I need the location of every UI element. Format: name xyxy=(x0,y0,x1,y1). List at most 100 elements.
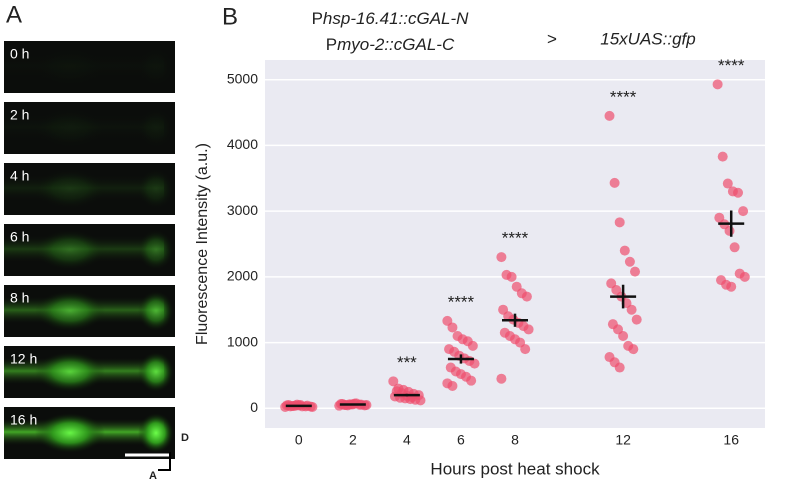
data-point xyxy=(406,392,417,403)
axis-letter: A xyxy=(149,470,157,482)
data-point xyxy=(496,373,507,384)
timepoint-label: 0 h xyxy=(10,46,29,62)
x-tick-label: 2 xyxy=(349,432,357,448)
reporter: 15xUAS::gfp xyxy=(600,29,695,48)
data-point xyxy=(388,376,399,387)
pharynx-glow xyxy=(35,108,105,148)
bulb-glow xyxy=(138,413,174,453)
panel-label: A xyxy=(6,1,22,28)
bulb-glow xyxy=(138,230,174,270)
x-axis-label: Hours post heat shock xyxy=(430,459,600,478)
data-point xyxy=(724,225,735,236)
data-point xyxy=(626,304,637,315)
x-tick-label: 4 xyxy=(403,432,411,448)
pharynx-glow xyxy=(35,169,105,209)
data-point xyxy=(496,252,507,263)
y-axis-label: Fluorescence Intensity (a.u.) xyxy=(194,143,211,345)
data-point xyxy=(521,291,532,302)
timepoint-label: 4 h xyxy=(10,168,29,184)
micrograph: 0 h xyxy=(4,41,175,93)
data-point xyxy=(467,340,478,351)
x-tick-label: 6 xyxy=(457,432,465,448)
x-tick-label: 16 xyxy=(723,432,739,448)
micrograph: 16 h xyxy=(4,407,175,459)
image-column: 0 h 2 h 4 h 6 h 8 h 12 h 16 h xyxy=(4,41,175,459)
bulb-glow xyxy=(138,47,174,87)
data-point xyxy=(628,344,639,355)
pharynx-glow xyxy=(35,47,105,87)
timepoint-label: 8 h xyxy=(10,290,29,306)
x-tick-label: 8 xyxy=(511,432,519,448)
orientation-axes: A D xyxy=(149,432,189,482)
driver-gene: myo-2::cGAL-C xyxy=(337,35,455,54)
data-point xyxy=(361,400,372,410)
y-tick-label: 1000 xyxy=(227,333,258,349)
data-point xyxy=(739,271,750,282)
micrograph: 8 h xyxy=(4,285,175,337)
data-point xyxy=(466,375,477,386)
data-point xyxy=(307,401,318,412)
significance-label: **** xyxy=(502,229,529,248)
data-point xyxy=(604,110,615,121)
data-point xyxy=(506,271,517,282)
data-point xyxy=(729,242,740,253)
x-tick-label: 12 xyxy=(615,432,631,448)
data-point xyxy=(726,281,737,292)
data-point xyxy=(712,79,723,90)
y-tick-label: 4000 xyxy=(227,136,258,152)
panel-label: B xyxy=(222,3,238,30)
y-tick-label: 3000 xyxy=(227,202,258,218)
data-point xyxy=(631,314,642,325)
significance-label: **** xyxy=(448,292,475,311)
y-tick-label: 0 xyxy=(250,399,258,415)
data-point xyxy=(618,331,629,341)
data-point xyxy=(624,256,635,267)
timepoint-label: 16 h xyxy=(10,412,37,428)
data-point xyxy=(630,266,641,277)
pharynx-glow xyxy=(35,291,105,331)
data-point xyxy=(722,178,733,189)
data-point xyxy=(469,358,480,369)
y-tick-label: 2000 xyxy=(227,268,258,284)
significance-label: *** xyxy=(397,353,417,372)
driver-line: Pmyo-2::cGAL-C xyxy=(326,35,455,54)
genotype-arrow: > xyxy=(547,29,557,48)
driver-prefix: P xyxy=(326,35,337,54)
pharynx-glow xyxy=(35,413,105,453)
data-point xyxy=(523,324,534,335)
data-point xyxy=(614,217,625,228)
bulb-glow xyxy=(138,169,174,209)
data-point xyxy=(738,206,749,217)
micrograph: 12 h xyxy=(4,346,175,398)
micrograph: 4 h xyxy=(4,163,175,215)
driver-line: Phsp-16.41::cGAL-N xyxy=(312,9,470,28)
pharynx-glow xyxy=(35,230,105,270)
timepoint-label: 12 h xyxy=(10,351,37,367)
significance-label: **** xyxy=(718,56,745,75)
axis-letter: D xyxy=(181,432,189,444)
data-point xyxy=(447,380,458,391)
x-tick-label: 0 xyxy=(295,432,303,448)
data-point xyxy=(619,245,630,256)
data-point xyxy=(609,177,620,188)
y-tick-label: 5000 xyxy=(227,70,258,86)
plot-background xyxy=(265,60,765,428)
data-point xyxy=(415,395,426,406)
timepoint-label: 2 h xyxy=(10,107,29,123)
data-point xyxy=(447,322,458,333)
data-point xyxy=(717,151,728,162)
bulb-glow xyxy=(138,108,174,148)
bulb-glow xyxy=(138,352,174,392)
driver-gene: hsp-16.41::cGAL-N xyxy=(323,9,469,28)
significance-label: **** xyxy=(610,87,637,106)
timepoint-label: 6 h xyxy=(10,229,29,245)
micrograph: 6 h xyxy=(4,224,175,276)
micrograph-frame xyxy=(4,41,175,93)
data-point xyxy=(520,344,531,355)
micrograph: 2 h xyxy=(4,102,175,154)
pharynx-glow xyxy=(35,352,105,392)
bulb-glow xyxy=(138,291,174,331)
